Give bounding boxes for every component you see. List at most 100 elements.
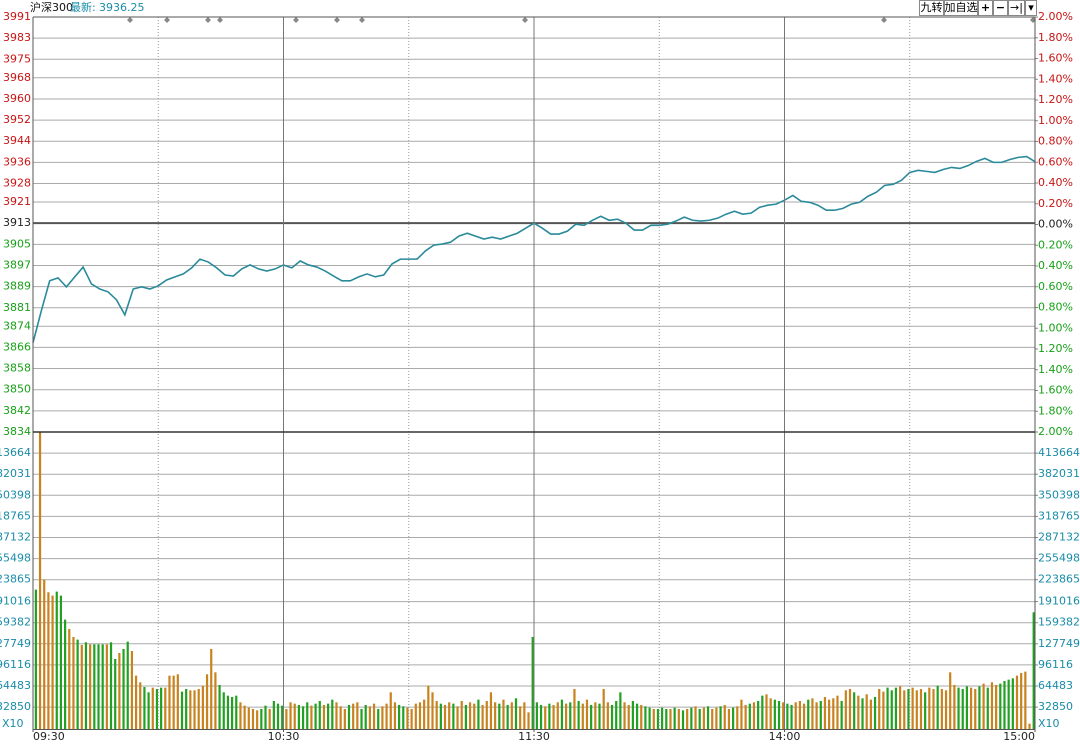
volume-bar xyxy=(911,687,914,729)
x-tick-label: 14:00 xyxy=(769,730,801,743)
marker[interactable] xyxy=(522,17,528,23)
y2-tick-label: 2.00% xyxy=(1038,10,1073,23)
volume-bar xyxy=(410,708,413,729)
marker[interactable] xyxy=(205,17,211,23)
volume-bar xyxy=(176,674,179,729)
volume-bar xyxy=(978,686,981,729)
volume-bar xyxy=(93,644,96,729)
volume-bar xyxy=(990,682,994,729)
volume-bar xyxy=(828,699,831,729)
volume-bar xyxy=(398,704,401,729)
marker[interactable] xyxy=(217,17,223,23)
volume-bar xyxy=(47,592,50,729)
volume-bar xyxy=(723,704,726,729)
marker[interactable] xyxy=(359,17,365,23)
volume-bar xyxy=(857,695,860,729)
button-label[interactable]: − xyxy=(996,1,1005,14)
volume-bar xyxy=(218,684,221,729)
volume-bar xyxy=(452,703,455,729)
volume-bar xyxy=(402,706,405,729)
y-tick-label: 3968 xyxy=(3,71,31,84)
volume-bar xyxy=(335,702,338,729)
volume-bar xyxy=(260,708,263,729)
volume-bar xyxy=(928,687,931,729)
volume-bar xyxy=(782,702,785,729)
y-tick-label: 3975 xyxy=(3,52,31,65)
volume-bar xyxy=(974,688,977,729)
latest-value: 3936.25 xyxy=(99,1,145,14)
volume-bar xyxy=(619,692,622,729)
volume-bar xyxy=(969,687,973,729)
volume-bar xyxy=(552,704,555,729)
button[interactable] xyxy=(1025,0,1037,16)
y2-tick-label: 1.40% xyxy=(1038,72,1073,85)
volume-bar xyxy=(327,703,330,729)
button-label[interactable]: 加自选 xyxy=(945,1,978,14)
volume-bar xyxy=(84,642,88,729)
marker[interactable] xyxy=(334,17,340,23)
volume-bar xyxy=(560,699,564,729)
y2-tick-label: 1.20% xyxy=(1038,93,1073,106)
y2-tick-label: 0.60% xyxy=(1038,280,1073,293)
volume-bar xyxy=(268,708,271,729)
volume-bar xyxy=(418,702,422,729)
volume-bar xyxy=(848,688,852,729)
y2-tick-label: 318765 xyxy=(1038,509,1080,522)
marker[interactable] xyxy=(164,17,170,23)
volume-bar xyxy=(681,710,685,729)
volume-bar xyxy=(43,579,46,729)
volume-bar xyxy=(494,702,497,729)
volume-bar xyxy=(690,707,693,729)
volume-bar xyxy=(293,703,296,729)
volume-bar xyxy=(468,702,472,729)
button-label[interactable]: ▾ xyxy=(1028,1,1034,14)
volume-bar xyxy=(635,703,639,729)
button[interactable] xyxy=(978,0,993,16)
x-tick-label: 11:30 xyxy=(518,730,550,743)
y-tick-label: 32850 xyxy=(0,700,31,713)
button-label[interactable]: + xyxy=(981,1,990,14)
y-tick-label: 82031 xyxy=(0,467,31,480)
volume-bar xyxy=(944,690,948,729)
volume-bar xyxy=(957,687,960,729)
volume-bar xyxy=(861,698,864,729)
volume-bar xyxy=(301,706,305,729)
unit-label: X10 xyxy=(2,717,24,730)
y-tick-label: 3991 xyxy=(3,10,31,23)
button[interactable] xyxy=(1008,0,1025,16)
volume-bar xyxy=(544,706,547,729)
volume-bar xyxy=(289,702,292,729)
volume-bar xyxy=(577,700,580,729)
volume-bar xyxy=(272,700,275,729)
volume-bar xyxy=(130,650,133,729)
volume-bar xyxy=(197,688,200,729)
button-label[interactable]: →| xyxy=(1010,1,1023,14)
volume-bar xyxy=(761,695,764,729)
x-tick-label: 10:30 xyxy=(268,730,300,743)
volume-bar xyxy=(205,674,209,729)
button[interactable] xyxy=(993,0,1008,16)
marker[interactable] xyxy=(127,17,133,23)
volume-bar xyxy=(711,708,714,729)
marker[interactable] xyxy=(881,17,887,23)
volume-bar xyxy=(464,704,467,729)
volume-bar xyxy=(423,699,426,729)
y2-tick-label: 255498 xyxy=(1038,552,1080,565)
volume-bar xyxy=(869,699,872,729)
volume-bar xyxy=(995,684,998,729)
volume-bar xyxy=(644,706,647,729)
volume-bar xyxy=(519,706,522,729)
volume-bar xyxy=(139,682,142,729)
y-tick-label: 27749 xyxy=(0,637,31,650)
volume-bar xyxy=(569,702,572,729)
marker[interactable] xyxy=(293,17,299,23)
volume-bar xyxy=(556,702,559,729)
volume-bar xyxy=(473,703,476,729)
button[interactable] xyxy=(944,0,978,16)
button[interactable] xyxy=(919,0,944,16)
button-label[interactable]: 九转 xyxy=(921,0,943,14)
volume-bar xyxy=(122,648,125,729)
volume-bar xyxy=(68,628,71,729)
